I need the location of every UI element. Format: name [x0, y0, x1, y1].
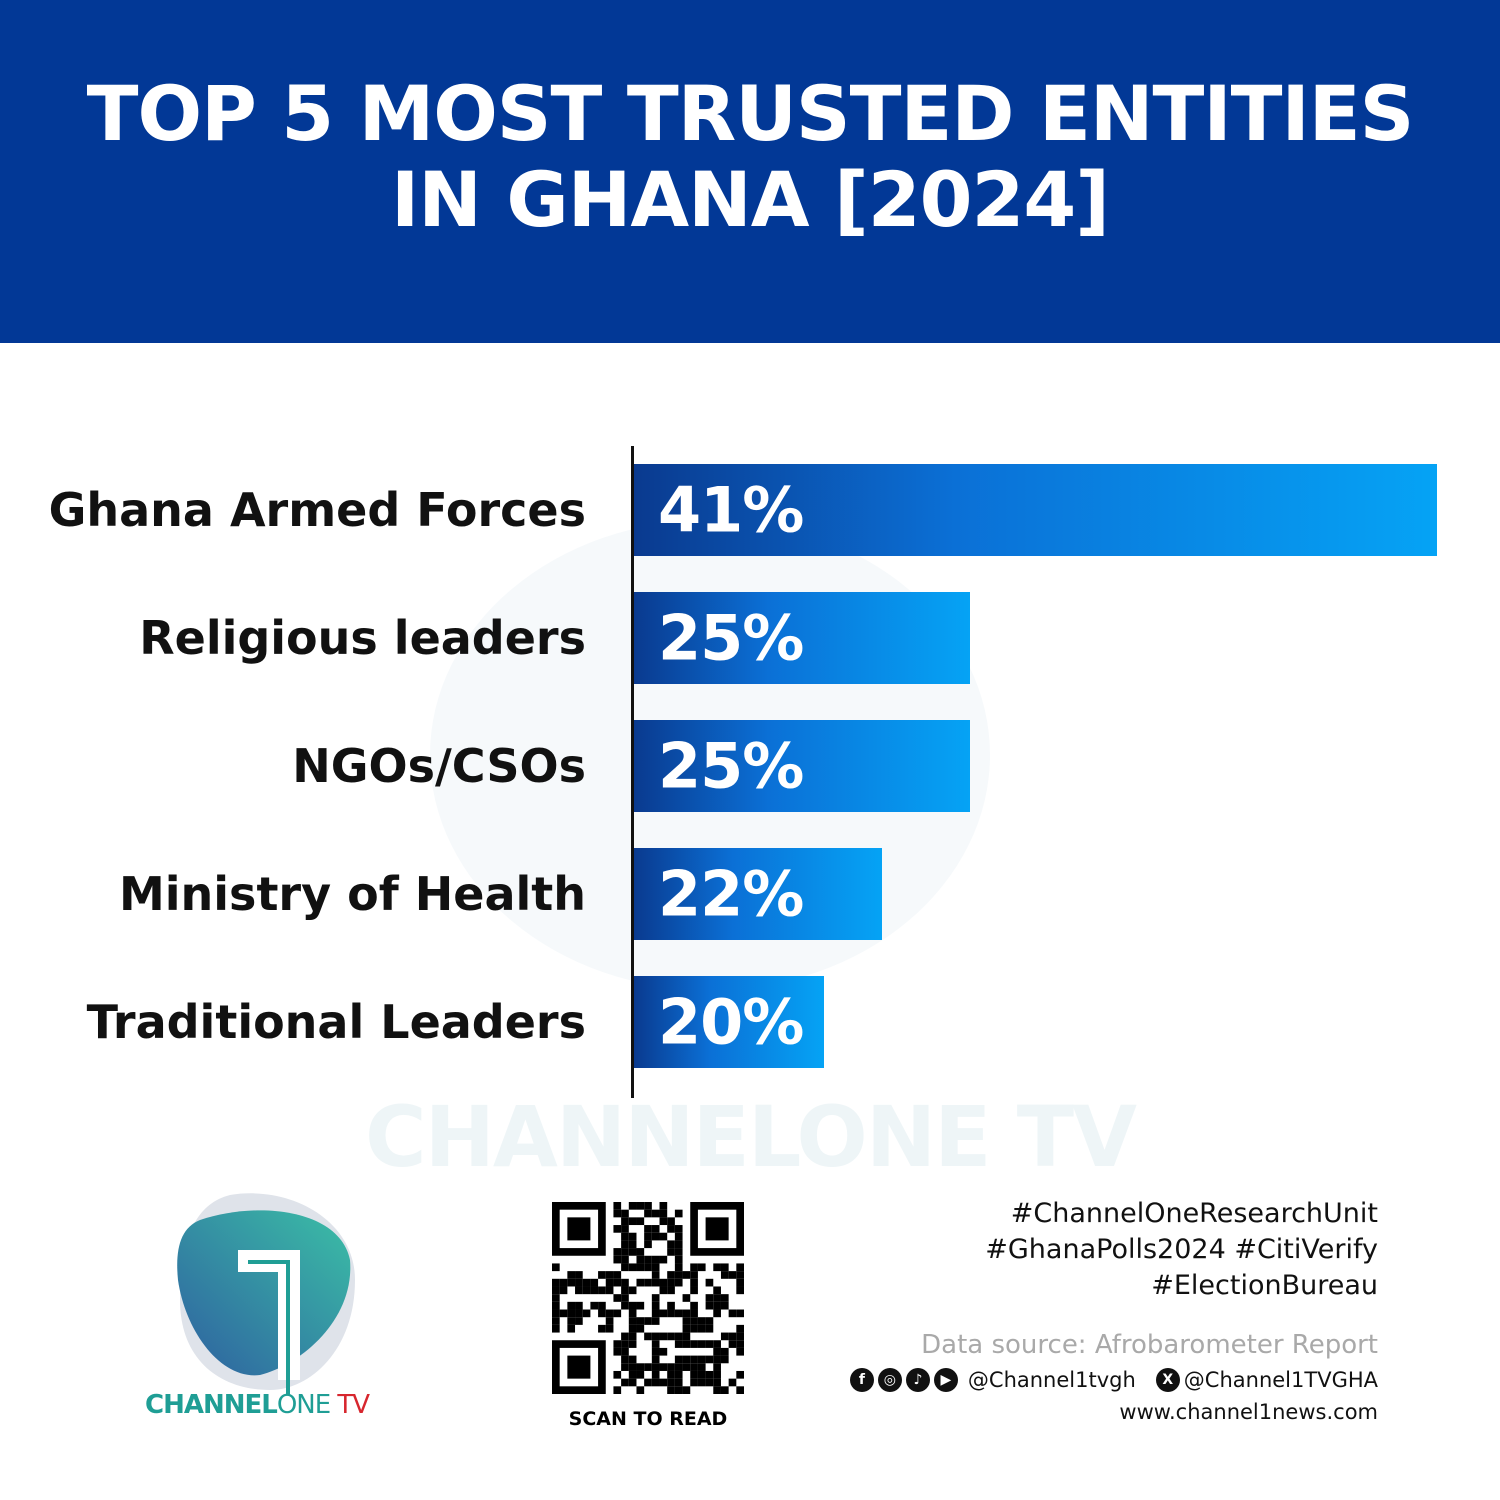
bar: 25% — [634, 720, 970, 812]
title-line-1: TOP 5 MOST TRUSTED ENTITIES — [86, 68, 1415, 158]
brand-part1: CHANNEL — [145, 1390, 278, 1420]
category-label: Religious leaders — [139, 611, 586, 665]
x-icon[interactable]: X — [1155, 1368, 1180, 1392]
bar: 25% — [634, 592, 970, 684]
data-label: 20% — [658, 985, 804, 1059]
data-label: 25% — [658, 601, 804, 675]
hashtag-line: #ChannelOneResearchUnit — [1010, 1198, 1378, 1229]
brand-part3: TV — [330, 1390, 370, 1420]
page-title: TOP 5 MOST TRUSTED ENTITIES IN GHANA [20… — [86, 68, 1415, 244]
data-source: Data source: Afrobarometer Report — [921, 1330, 1378, 1360]
website-link[interactable]: www.channel1news.com — [1119, 1400, 1378, 1424]
brand-name: CHANNELONE TV — [145, 1390, 370, 1420]
data-label: 41% — [658, 473, 804, 547]
data-label: 22% — [658, 857, 804, 931]
instagram-icon[interactable]: ◎ — [877, 1368, 902, 1392]
data-label: 25% — [658, 729, 804, 803]
hashtag-line: #ElectionBureau — [1151, 1270, 1378, 1301]
header-banner: TOP 5 MOST TRUSTED ENTITIES IN GHANA [20… — [0, 0, 1500, 343]
facebook-icon[interactable]: f — [849, 1368, 874, 1392]
qr-caption: SCAN TO READ — [568, 1408, 728, 1430]
category-label: Ghana Armed Forces — [48, 483, 586, 537]
youtube-icon[interactable]: ▶ — [933, 1368, 958, 1392]
bar: 22% — [634, 848, 883, 940]
hashtag-line: #GhanaPolls2024 #CitiVerify — [985, 1234, 1378, 1265]
qr-code[interactable] — [552, 1202, 744, 1394]
category-label: NGOs/CSOs — [292, 739, 586, 793]
watermark-text: CHANNELONE TV — [364, 1088, 1137, 1186]
bar-chart: Ghana Armed Forces 41% Religious leaders 25… — [0, 440, 1500, 1120]
category-label: Traditional Leaders — [86, 995, 586, 1049]
category-label: Ministry of Health — [119, 867, 586, 921]
x-handle[interactable]: @Channel1TVGHA — [1183, 1368, 1378, 1392]
y-axis-line — [631, 446, 634, 1098]
tiktok-icon[interactable]: ♪ — [905, 1368, 930, 1392]
social-handles: f ◎ ♪ ▶ @Channel1tvgh X @Channel1TVGHA — [849, 1368, 1378, 1392]
bar: 20% — [634, 976, 824, 1068]
social-handle[interactable]: @Channel1tvgh — [967, 1368, 1136, 1392]
channelone-logo — [177, 1193, 355, 1395]
brand-part2: ONE — [276, 1390, 331, 1420]
title-line-2: IN GHANA [2024] — [390, 154, 1110, 244]
bar: 41% — [634, 464, 1437, 556]
